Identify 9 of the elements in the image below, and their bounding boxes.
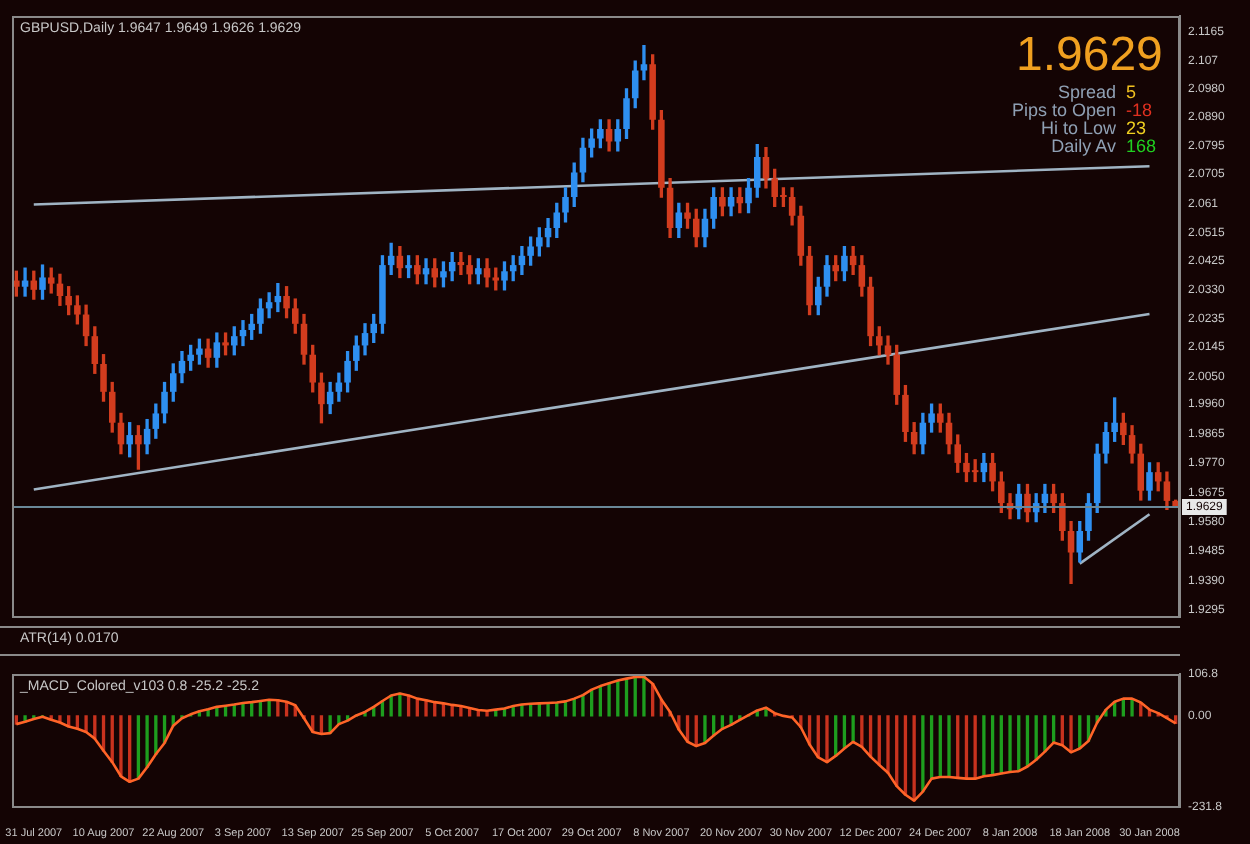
annotation: 168 (1126, 136, 1157, 156)
annotation: Hi to Low (1040, 118, 1116, 138)
annotation: Daily Av (1051, 136, 1116, 156)
annotation: -18 (1126, 100, 1153, 120)
annotation: Spread (1057, 82, 1116, 102)
annotation: 5 (1126, 82, 1137, 102)
annotation: 1.9629 (1016, 28, 1163, 82)
annotation: 23 (1126, 118, 1147, 138)
annotation: Pips to Open (1011, 100, 1116, 120)
